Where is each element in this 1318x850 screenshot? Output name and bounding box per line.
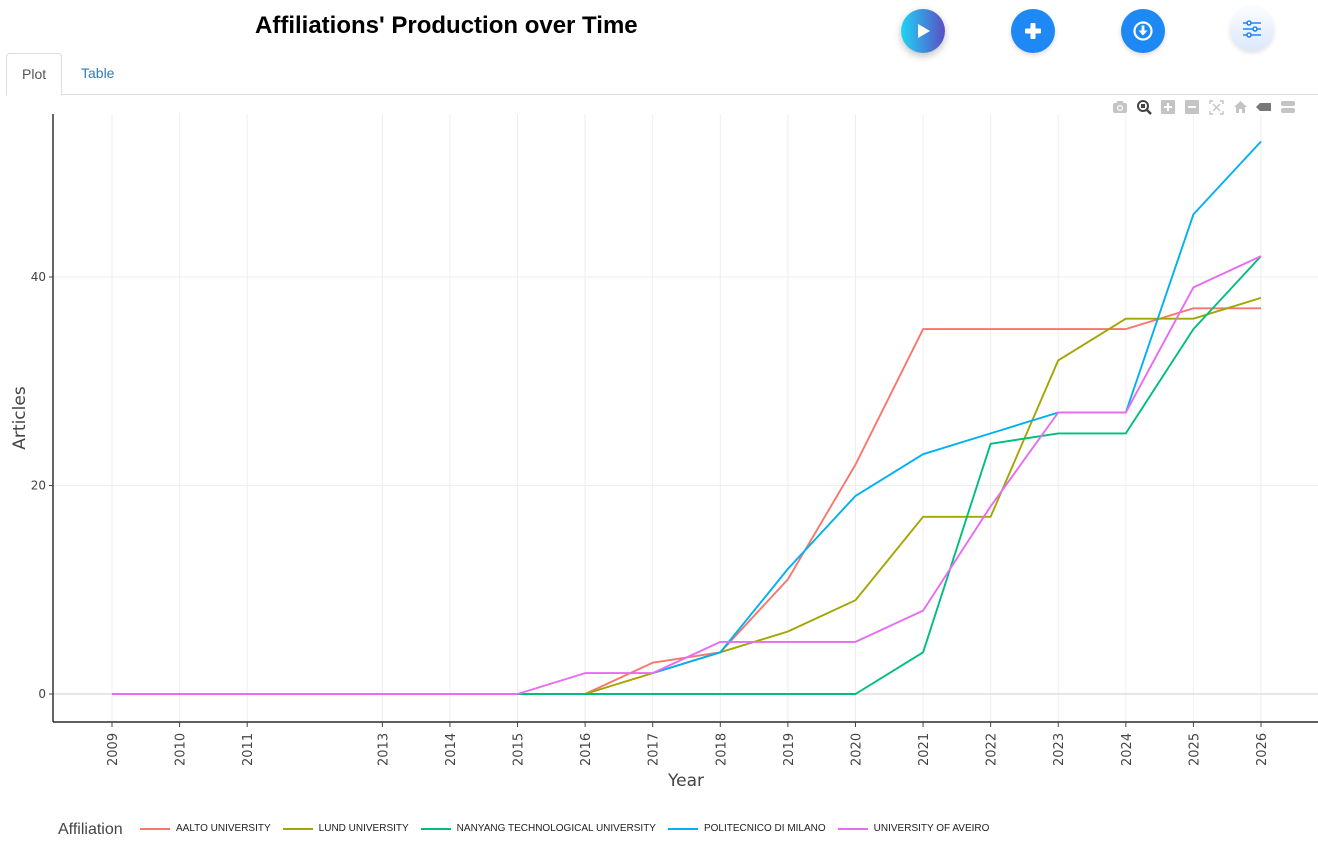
zoom-in-icon[interactable] bbox=[1156, 97, 1180, 117]
camera-icon[interactable] bbox=[1108, 97, 1132, 117]
x-tick-label: 2019 bbox=[782, 733, 797, 766]
x-axis-label: Year bbox=[667, 771, 704, 791]
home-icon[interactable] bbox=[1228, 97, 1252, 117]
tab-plot[interactable]: Plot bbox=[6, 53, 63, 96]
x-tick-label: 2023 bbox=[1052, 733, 1067, 766]
axes bbox=[52, 114, 1318, 723]
sliders-icon bbox=[1243, 20, 1261, 38]
legend-label: LUND UNIVERSITY bbox=[318, 823, 409, 834]
legend-swatch bbox=[420, 827, 451, 830]
series-line-politecnico-di-milano[interactable] bbox=[652, 140, 1262, 675]
x-tick-label: 2013 bbox=[376, 733, 391, 766]
legend-item[interactable]: UNIVERSITY OF AVEIRO bbox=[837, 823, 990, 834]
x-tick-label: 2020 bbox=[849, 733, 864, 766]
x-tick-label: 2015 bbox=[512, 733, 527, 766]
plus-icon bbox=[1025, 23, 1041, 39]
tab-table[interactable]: Table bbox=[81, 65, 115, 81]
legend: AALTO UNIVERSITY LUND UNIVERSITY NANYANG T… bbox=[140, 823, 1001, 834]
x-tick-label: 2025 bbox=[1187, 733, 1202, 766]
legend-item[interactable]: POLITECNICO DI MILANO bbox=[667, 823, 826, 834]
x-tick-label: 2010 bbox=[174, 733, 189, 766]
play-icon bbox=[918, 24, 930, 38]
download-button[interactable] bbox=[1121, 9, 1165, 53]
y-tick-label: 20 bbox=[31, 479, 46, 493]
legend-item[interactable]: LUND UNIVERSITY bbox=[282, 823, 409, 834]
legend-label: AALTO UNIVERSITY bbox=[176, 823, 271, 834]
compare-hover-icon[interactable] bbox=[1276, 97, 1300, 117]
legend-title: Affiliation bbox=[58, 821, 123, 838]
series-line-university-of-aveiro[interactable] bbox=[112, 255, 1262, 695]
page-title: Affiliations' Production over Time bbox=[255, 12, 638, 39]
x-tick-labels: 2009 2010 2011 2013 2014 2015 2016 2017 2018 2019… bbox=[106, 722, 1270, 766]
plot-modebar bbox=[1108, 97, 1300, 117]
x-tick-label: 2014 bbox=[444, 733, 459, 766]
series-line-aalto-university[interactable] bbox=[584, 307, 1261, 695]
x-tick-label: 2026 bbox=[1255, 733, 1270, 766]
legend-item[interactable]: NANYANG TECHNOLOGICAL UNIVERSITY bbox=[420, 823, 656, 834]
autoscale-icon[interactable] bbox=[1204, 97, 1228, 117]
zoom-out-icon[interactable] bbox=[1180, 97, 1204, 117]
spike-lines-icon[interactable] bbox=[1252, 97, 1276, 117]
legend-swatch bbox=[667, 827, 698, 830]
y-tick-label: 40 bbox=[31, 270, 46, 284]
options-button[interactable] bbox=[1230, 7, 1274, 51]
y-tick-labels: 0 20 40 bbox=[31, 270, 53, 701]
grid bbox=[53, 114, 1318, 722]
legend-item[interactable]: AALTO UNIVERSITY bbox=[140, 823, 271, 834]
x-tick-label: 2021 bbox=[917, 733, 932, 766]
x-tick-label: 2009 bbox=[106, 733, 121, 766]
add-button[interactable] bbox=[1011, 9, 1055, 53]
legend-label: UNIVERSITY OF AVEIRO bbox=[873, 823, 990, 834]
x-tick-label: 2018 bbox=[714, 733, 729, 766]
series-lines bbox=[112, 140, 1262, 695]
x-tick-label: 2024 bbox=[1120, 733, 1135, 766]
legend-label: POLITECNICO DI MILANO bbox=[703, 823, 826, 834]
legend-swatch bbox=[140, 827, 170, 830]
legend-label: NANYANG TECHNOLOGICAL UNIVERSITY bbox=[456, 823, 656, 834]
zoom-icon[interactable] bbox=[1132, 97, 1156, 117]
legend-swatch bbox=[282, 827, 313, 830]
x-tick-label: 2022 bbox=[985, 733, 1000, 766]
y-axis-label: Articles bbox=[10, 386, 30, 450]
download-icon bbox=[1133, 21, 1153, 41]
x-tick-label: 2017 bbox=[647, 733, 662, 766]
y-tick-label: 0 bbox=[38, 687, 46, 701]
series-line-nanyang-technological-university[interactable] bbox=[517, 255, 1262, 695]
x-tick-label: 2011 bbox=[241, 733, 256, 766]
legend-swatch bbox=[837, 827, 868, 830]
x-tick-label: 2016 bbox=[579, 733, 594, 766]
run-button[interactable] bbox=[901, 9, 945, 53]
tab-bar: Plot Table bbox=[6, 53, 1318, 96]
